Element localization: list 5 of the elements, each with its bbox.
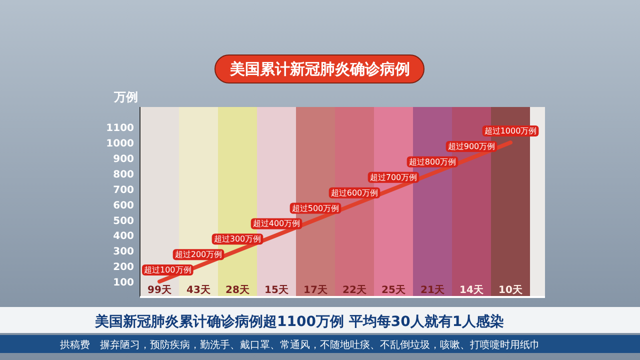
annotation: 拱稿费 摒弃陋习，预防疾病，勤洗手、戴口罩、常通风，不随地吐痰、不乱倒垃圾，咳嗽、打喷嚏时用纸巾: [60, 340, 540, 351]
title: 美国累计新冠肺炎确诊病例: [214, 54, 424, 84]
annotation: 美国新冠肺炎累计确诊病例超1100万例 平均每30人就有1人感染: [95, 314, 504, 330]
chart-title: 美国累计新冠肺炎确诊病例: [229, 60, 410, 78]
y-label: 万例: [114, 90, 138, 104]
